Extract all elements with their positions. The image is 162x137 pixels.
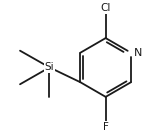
Text: Si: Si <box>45 62 54 72</box>
Text: N: N <box>134 48 142 58</box>
Text: Cl: Cl <box>100 3 111 13</box>
Text: F: F <box>103 122 109 132</box>
